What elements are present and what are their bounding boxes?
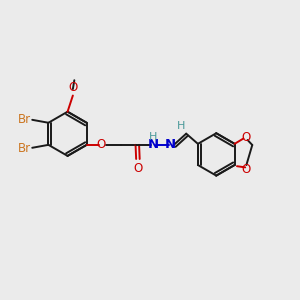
Text: O: O: [96, 138, 105, 151]
Text: Br: Br: [18, 142, 31, 155]
Text: Br: Br: [18, 113, 31, 126]
Text: O: O: [133, 162, 142, 175]
Text: H: H: [149, 132, 157, 142]
Text: N: N: [165, 138, 176, 151]
Text: N: N: [147, 138, 158, 151]
Text: O: O: [69, 81, 78, 94]
Text: H: H: [177, 121, 185, 131]
Text: O: O: [241, 130, 250, 143]
Text: O: O: [241, 163, 250, 176]
